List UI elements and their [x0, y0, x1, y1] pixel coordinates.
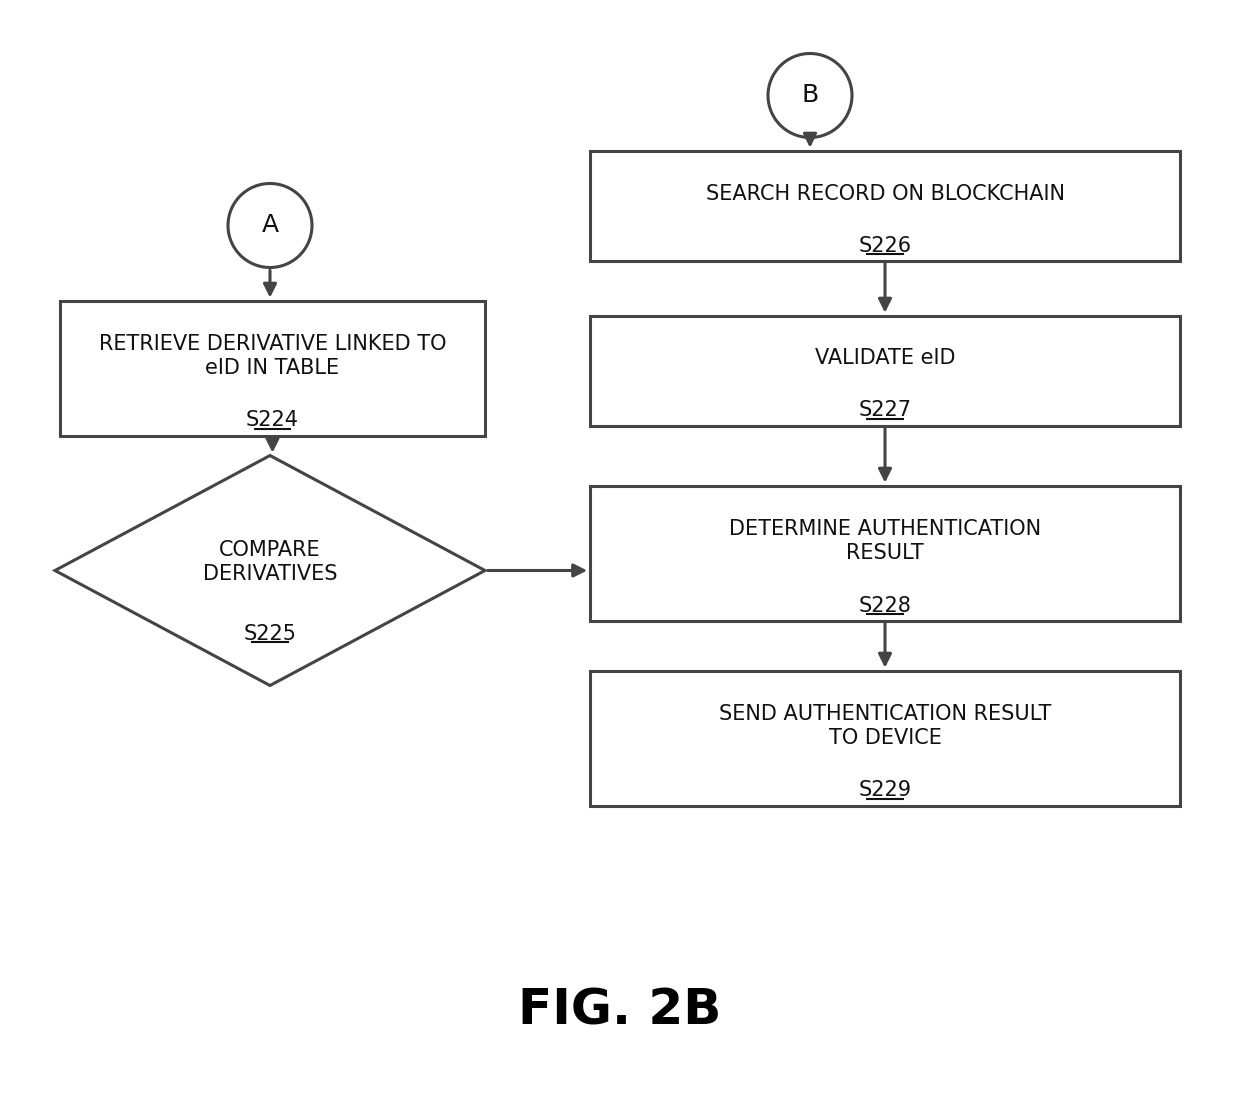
Text: S228: S228 — [858, 595, 911, 615]
Text: RETRIEVE DERIVATIVE LINKED TO: RETRIEVE DERIVATIVE LINKED TO — [99, 334, 446, 354]
Bar — [590, 486, 1180, 621]
Text: FIG. 2B: FIG. 2B — [518, 987, 722, 1034]
Bar — [60, 300, 485, 436]
Text: A: A — [262, 213, 279, 238]
Text: RESULT: RESULT — [846, 543, 924, 563]
Text: SEARCH RECORD ON BLOCKCHAIN: SEARCH RECORD ON BLOCKCHAIN — [706, 183, 1064, 203]
Text: COMPARE: COMPARE — [219, 540, 321, 560]
Bar — [590, 150, 1180, 260]
Text: eID IN TABLE: eID IN TABLE — [206, 358, 340, 378]
Text: S225: S225 — [243, 623, 296, 643]
Text: VALIDATE eID: VALIDATE eID — [815, 349, 955, 369]
Text: S224: S224 — [246, 410, 299, 430]
Bar — [590, 316, 1180, 426]
Text: SEND AUTHENTICATION RESULT: SEND AUTHENTICATION RESULT — [719, 704, 1052, 724]
Text: TO DEVICE: TO DEVICE — [828, 728, 941, 748]
Text: S226: S226 — [858, 236, 911, 256]
Text: S229: S229 — [858, 781, 911, 801]
Text: DERIVATIVES: DERIVATIVES — [203, 563, 337, 583]
Bar — [590, 671, 1180, 805]
Text: DETERMINE AUTHENTICATION: DETERMINE AUTHENTICATION — [729, 519, 1042, 539]
Polygon shape — [55, 456, 485, 685]
Text: S227: S227 — [858, 400, 911, 420]
Text: B: B — [801, 83, 818, 108]
